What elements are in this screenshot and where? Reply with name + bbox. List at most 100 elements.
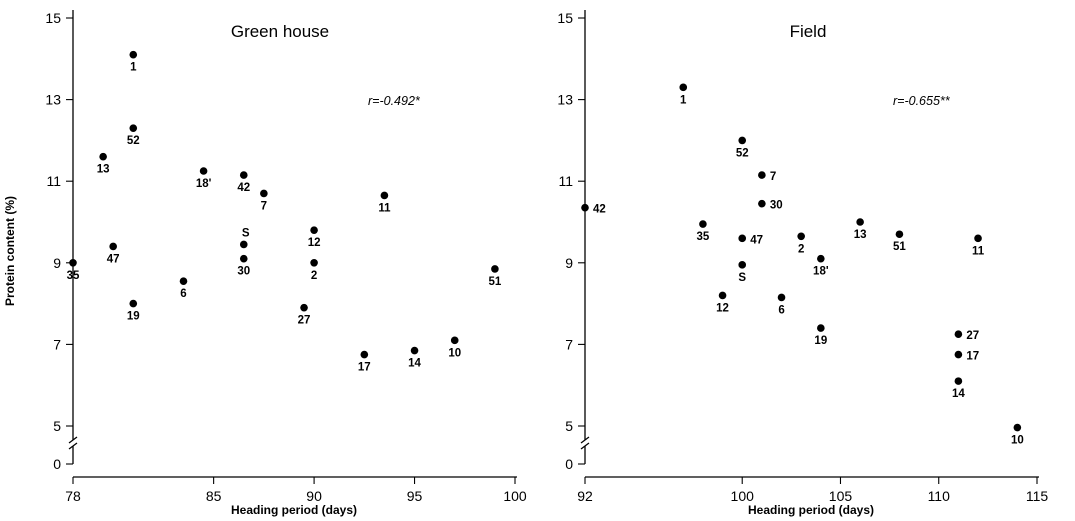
data-point-label: 7 [770,171,776,183]
y-axis-break-mark [580,436,590,444]
y-axis-break-mark [68,436,78,444]
data-point [310,259,318,267]
data-point [410,346,419,355]
correlation-annotation: r=-0.492* [368,94,421,108]
data-point-label: S [738,272,746,284]
data-point [699,220,707,228]
x-tick-label: 78 [65,488,81,504]
data-point-label: 30 [770,200,783,212]
data-point [109,242,117,251]
data-point-label: 6 [778,304,784,316]
data-point-label: 12 [308,237,321,249]
data-point-label: S [242,227,250,239]
data-point [179,277,188,285]
data-point-label: 11 [972,245,985,257]
y-axis-title: Protein content (%) [3,196,17,306]
data-point-label: 52 [127,135,140,147]
data-point-label: 12 [716,302,729,314]
data-point [758,171,766,179]
y-tick-label: 5 [53,418,61,434]
y-tick-label: 7 [53,336,61,352]
data-point-label: 18' [813,266,829,278]
data-point [310,226,318,234]
data-point [718,291,727,300]
data-point-label: 19 [127,311,140,323]
data-point-label: 6 [180,288,186,300]
data-point [300,303,308,312]
data-point [777,293,786,302]
chart-panel-1: 0 5 7 9 11 13 15 78 85 90 95 100 Heading period (day… [3,10,527,517]
x-tick-label: 115 [1026,488,1049,504]
data-point-label: 35 [67,270,80,282]
data-point-label: 51 [489,276,502,288]
x-tick-label: 92 [577,488,593,504]
x-axis-title: Heading period (days) [231,503,357,517]
y-tick-label: 13 [557,92,573,108]
data-point-label: 13 [97,164,110,176]
chart-title: Field [790,22,827,41]
y-axis-break-mark [68,442,78,450]
data-point-label: 27 [298,315,311,327]
data-point [1013,423,1022,432]
chart-title: Green house [231,22,329,41]
data-point [129,299,138,308]
x-tick-label: 90 [306,488,322,504]
data-point-label: 10 [1011,435,1024,447]
data-point [974,234,982,243]
data-point-label: 1 [680,94,687,106]
y-tick-label: 9 [565,255,573,271]
data-point [129,50,138,59]
data-point [491,265,499,273]
data-point [380,191,389,200]
data-point [239,240,248,249]
y-tick-label: 5 [565,418,573,434]
data-point [954,330,963,339]
data-point-label: 19 [814,335,827,347]
x-tick-label: 85 [206,488,222,504]
x-tick-label: 100 [503,488,527,504]
data-point [797,232,805,241]
y-tick-label: 11 [46,173,61,189]
y-axis-break-mark [580,442,590,450]
data-point-label: 42 [593,204,606,216]
data-point-label: 7 [261,200,267,212]
data-point [856,218,864,226]
data-point-label: 51 [893,241,906,253]
data-point [738,234,747,243]
data-point [69,259,77,267]
correlation-annotation: r=-0.655** [893,94,951,108]
x-tick-label: 110 [928,488,951,504]
x-tick-label: 100 [731,488,755,504]
data-point-label: 14 [408,358,421,370]
x-axis-title: Heading period (days) [748,503,874,517]
data-point-label: 30 [237,266,250,278]
data-point-label: 10 [448,347,461,359]
data-point-label: 17 [966,351,979,363]
data-point-label: 2 [798,243,804,255]
data-point-label: 35 [697,231,710,243]
data-point [239,254,248,263]
data-point-label: 17 [358,362,371,374]
data-point [895,230,904,239]
data-point [360,350,369,359]
y-tick-label: 13 [45,92,61,108]
x-tick-label: 105 [829,488,853,504]
data-point [450,336,459,345]
data-point-label: 27 [966,330,979,342]
data-point [260,189,268,198]
y-tick-label: 7 [565,336,573,352]
data-point [817,254,825,263]
data-point-label: 14 [952,388,965,400]
data-point [817,324,825,332]
data-point [199,167,208,175]
data-point [954,377,963,385]
y-tick-label: 0 [565,456,573,472]
data-point-label: 47 [107,253,120,265]
data-point [581,203,589,212]
x-tick-label: 95 [407,488,423,504]
data-point-label: 52 [736,147,749,159]
y-tick-label: 15 [45,10,61,26]
data-point-label: 42 [237,182,250,194]
